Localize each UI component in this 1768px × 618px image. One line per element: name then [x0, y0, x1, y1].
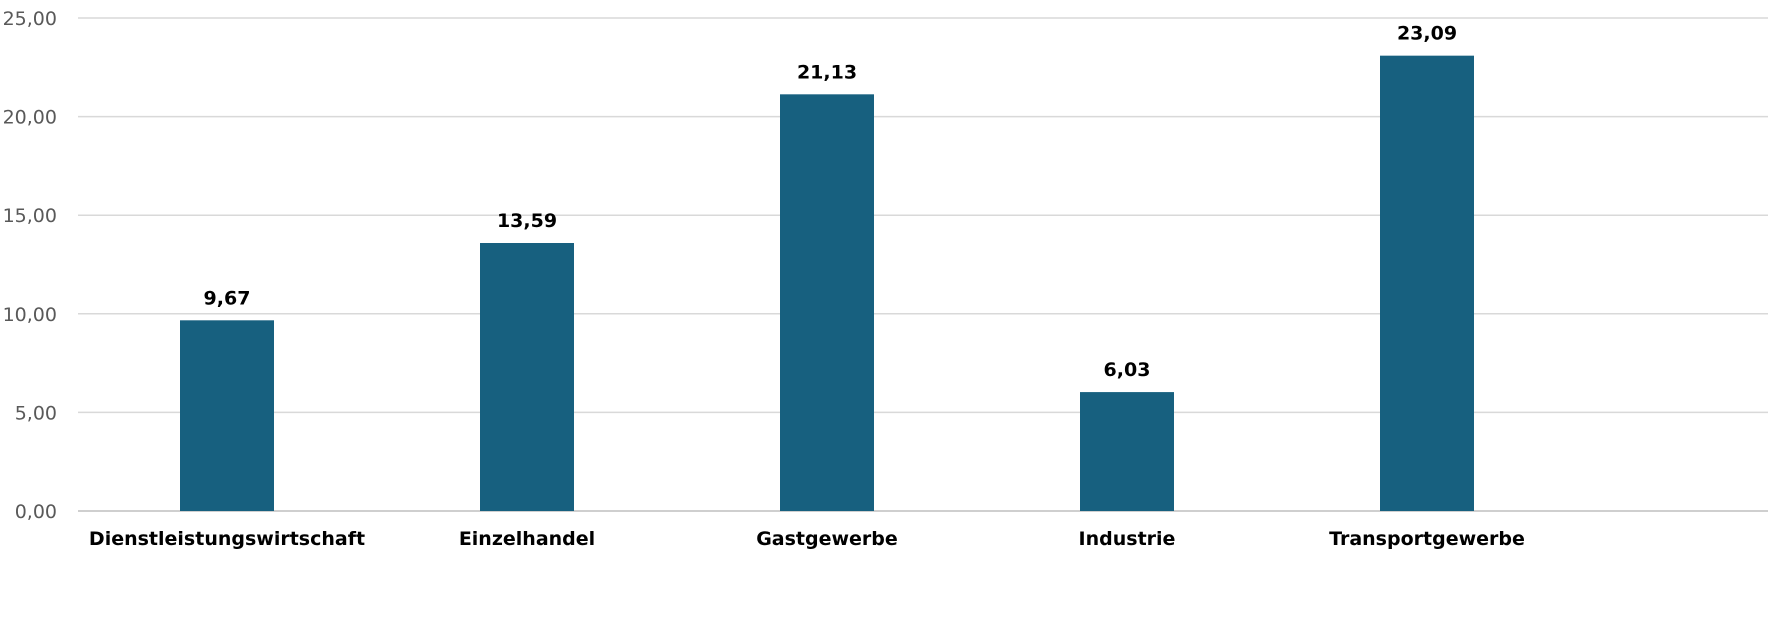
bar: [1380, 55, 1474, 512]
data-labels: 9,67 13,59 21,13 6,03 23,09: [204, 23, 1458, 381]
gridlines: [78, 17, 1768, 512]
bar: [180, 320, 274, 511]
bars: [180, 55, 1474, 512]
y-tick-label: 20,00: [3, 107, 57, 129]
data-label: 9,67: [204, 287, 251, 309]
data-label: 6,03: [1104, 359, 1151, 381]
bar: [1080, 392, 1174, 511]
y-tick-label: 25,00: [3, 8, 57, 30]
data-label: 23,09: [1397, 23, 1457, 45]
x-axis-categories: Dienstleistungswirtschaft Einzelhandel Gas…: [89, 528, 1525, 550]
bar: [780, 94, 874, 511]
y-axis-ticks: 0,00 5,00 10,00 15,00 20,00 25,00: [3, 8, 57, 523]
y-tick-label: 5,00: [15, 402, 57, 424]
data-label: 13,59: [497, 210, 557, 232]
category-label: Gastgewerbe: [756, 528, 898, 550]
category-label: Transportgewerbe: [1329, 528, 1525, 550]
y-tick-label: 0,00: [15, 501, 57, 523]
category-label: Dienstleistungswirtschaft: [89, 528, 365, 550]
category-label: Einzelhandel: [459, 528, 595, 550]
bar: [480, 243, 574, 512]
data-label: 21,13: [797, 61, 857, 83]
y-tick-label: 15,00: [3, 205, 57, 227]
category-label: Industrie: [1079, 528, 1176, 550]
y-tick-label: 10,00: [3, 304, 57, 326]
